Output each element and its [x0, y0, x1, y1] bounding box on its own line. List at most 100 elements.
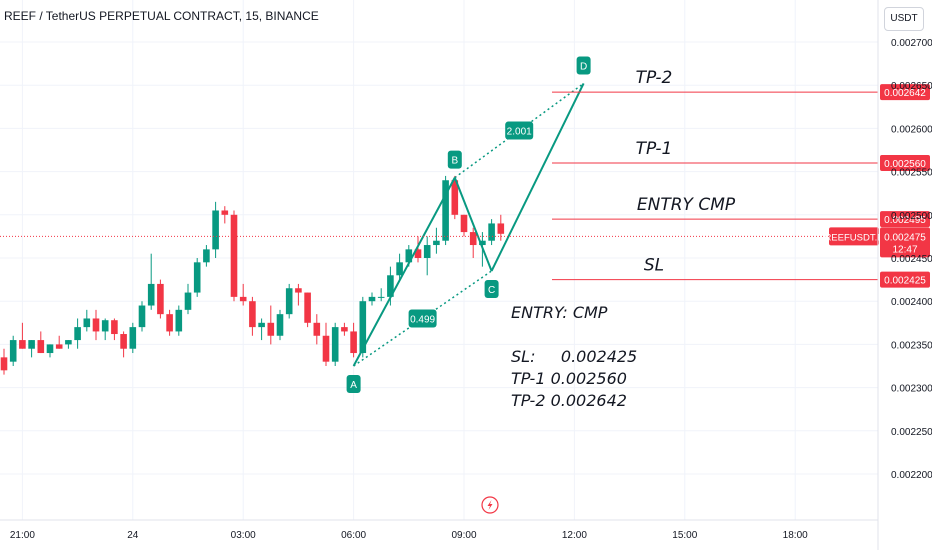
y-tick-label: 0.002250	[891, 427, 932, 438]
candle-body	[331, 327, 339, 362]
level-price-badge	[880, 271, 930, 288]
ratio-label: 2.001	[507, 127, 532, 138]
candle-body	[138, 305, 146, 328]
candle-body	[497, 223, 505, 234]
candle-body	[65, 340, 72, 345]
level-price-label: 0.002560	[884, 159, 926, 170]
ratio-label: 0.499	[410, 314, 435, 325]
y-tick-label: 0.002550	[891, 168, 932, 179]
currency-button[interactable]: USDT	[884, 7, 924, 31]
candle-body	[350, 331, 357, 354]
x-tick-label: 24	[127, 530, 139, 541]
candles	[0, 175, 505, 375]
candle-body	[120, 334, 127, 349]
pattern-point-label: C	[488, 285, 495, 296]
candle-body	[212, 210, 219, 250]
y-tick-label: 0.002450	[891, 254, 932, 265]
note-tp2: TP-2 0.002642	[511, 391, 627, 410]
level-name: TP-1	[636, 139, 673, 159]
pattern-leg	[490, 83, 585, 272]
candle-body	[239, 296, 247, 302]
grid	[0, 0, 878, 520]
candle-body	[423, 245, 431, 258]
candle-body	[74, 327, 81, 341]
current-price-badge	[880, 227, 930, 258]
candle-body	[322, 335, 330, 362]
y-tick-label: 0.002700	[891, 38, 932, 49]
y-tick-label: 0.002300	[891, 384, 932, 395]
candle-body	[387, 275, 394, 297]
note-sl: SL: 0.002425	[511, 347, 638, 366]
candle-body	[175, 309, 183, 332]
pattern-point-label: B	[451, 156, 458, 167]
level-name: SL	[644, 256, 664, 276]
pattern-point-badge	[576, 56, 591, 75]
level-price-badge	[880, 154, 930, 171]
candle-body	[359, 301, 367, 354]
note-tp1: TP-1 0.002560	[511, 369, 627, 388]
pattern-point-label: A	[350, 380, 357, 391]
level-price-badge	[880, 84, 930, 101]
x-tick-label: 18:00	[783, 530, 808, 541]
candle-body	[451, 180, 459, 215]
candle-body	[377, 296, 385, 298]
x-tick-label: 03:00	[231, 530, 256, 541]
candle-body	[83, 318, 91, 328]
x-tick-label: 09:00	[451, 530, 476, 541]
candle-body	[166, 314, 173, 332]
candle-body	[203, 249, 210, 263]
pattern-point-badge	[447, 150, 462, 169]
candle-body	[111, 320, 118, 335]
candle-body	[341, 327, 348, 332]
candle-body	[469, 232, 477, 246]
level-price-label: 0.002495	[884, 215, 926, 226]
candle-body	[249, 301, 256, 328]
y-tick-label: 0.002650	[891, 81, 932, 92]
pattern-leg	[352, 177, 456, 367]
pattern-leg	[453, 177, 493, 272]
note-entry: ENTRY: CMP	[511, 303, 608, 322]
ratio-badge	[505, 121, 534, 140]
level-name: TP-2	[636, 68, 673, 88]
candle-body	[276, 314, 284, 336]
candle-body	[37, 340, 45, 354]
candle-body	[267, 322, 275, 336]
candle-body	[92, 318, 100, 332]
level-name: ENTRY CMP	[637, 195, 736, 215]
candle-body	[414, 249, 422, 258]
candle-body	[9, 340, 17, 362]
pattern-point-label: D	[580, 61, 587, 72]
countdown-label: 12:47	[892, 244, 917, 255]
price-levels: TP-2 0.002642 TP-1 0.002560 ENTRY CMP 0.00249…	[0, 68, 930, 288]
candle-body	[368, 296, 376, 302]
candle-body	[479, 240, 486, 246]
candle-body	[55, 344, 63, 349]
x-tick-label: 21:00	[10, 530, 35, 541]
candle-body	[258, 322, 265, 328]
ratio-badge	[408, 309, 437, 328]
pattern-point-badge	[346, 375, 361, 393]
y-tick-label: 0.002200	[891, 470, 932, 481]
symbol-tag-label: REEFUSDT.P	[824, 232, 883, 243]
lightning-icon	[487, 500, 493, 510]
candle-body	[193, 262, 201, 293]
candle-body	[442, 180, 449, 241]
level-price-badge	[880, 211, 930, 228]
y-tick-label: 0.002400	[891, 297, 932, 308]
candle-body	[19, 340, 26, 349]
candle-body	[460, 214, 468, 233]
level-price-label: 0.002642	[884, 88, 926, 99]
candle-body	[304, 292, 311, 323]
y-tick-label: 0.002500	[891, 211, 932, 222]
candle-body	[295, 288, 302, 293]
candle-body	[313, 322, 321, 336]
symbol-tag	[829, 227, 879, 246]
pattern-point-badge	[484, 279, 499, 298]
current-price-label: 0.002475	[884, 232, 926, 243]
candle-body	[184, 292, 192, 310]
x-tick-label: 15:00	[672, 530, 697, 541]
candle-body	[0, 357, 8, 371]
candle-body	[157, 283, 164, 315]
